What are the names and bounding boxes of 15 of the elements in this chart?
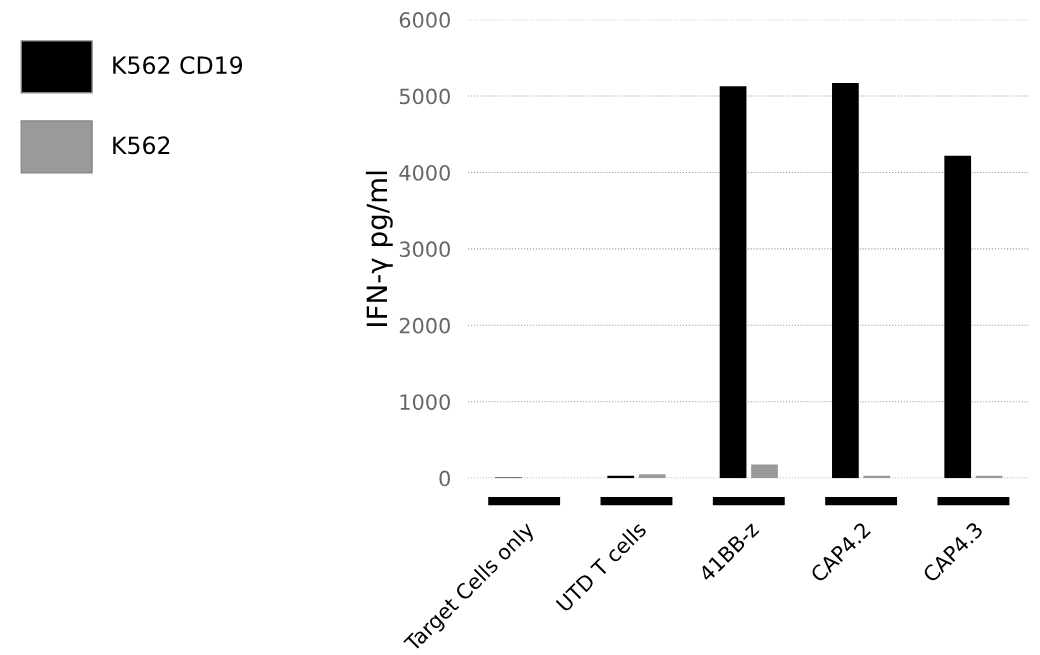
y-tick-label: 6000 <box>399 12 450 28</box>
y-tick-label: 0 <box>439 470 450 487</box>
y-tick-label: 5000 <box>399 88 450 105</box>
legend-label: K562 <box>113 136 170 155</box>
bar <box>944 155 972 479</box>
y-tick-label: 3000 <box>399 241 450 258</box>
y-tick-label: 2000 <box>399 317 450 334</box>
bar <box>719 86 747 479</box>
bar <box>832 83 859 479</box>
bar <box>751 464 778 479</box>
y-tick-label: 1000 <box>400 394 450 410</box>
y-tick-label: 4000 <box>399 164 450 181</box>
bar <box>638 474 666 479</box>
legend-label: K562 CD19 <box>113 56 243 75</box>
y-axis-title: IFN-γ pg/ml <box>365 171 393 326</box>
